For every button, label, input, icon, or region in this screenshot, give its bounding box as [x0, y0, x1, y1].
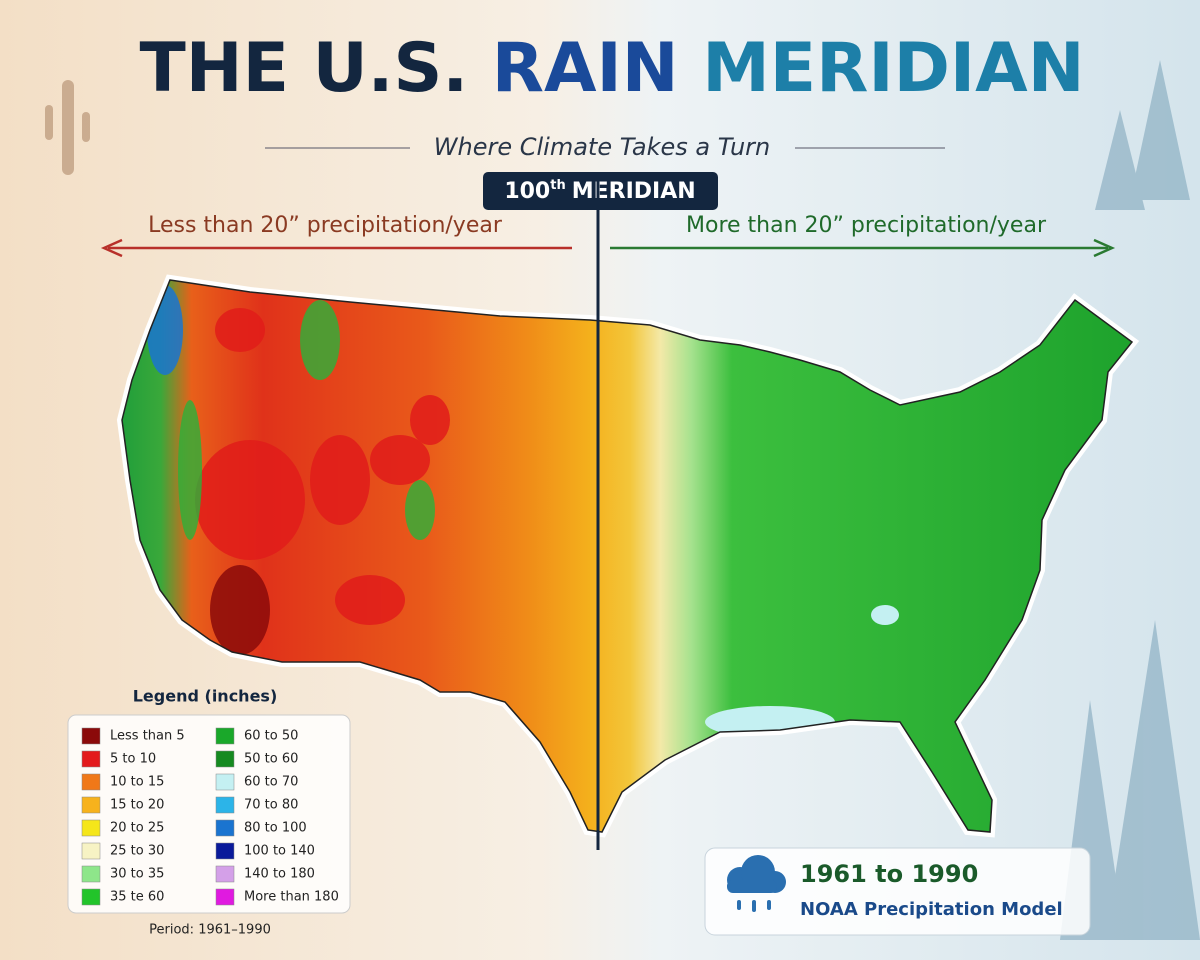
info-source: NOAA Precipitation Model — [800, 899, 1063, 920]
legend-swatch — [215, 842, 235, 860]
legend-label: 30 to 35 — [110, 867, 164, 882]
legend-label: 60 to 50 — [244, 729, 298, 744]
legend-swatch — [81, 727, 101, 745]
meridian-badge — [483, 172, 718, 210]
legend-swatch — [215, 796, 235, 814]
legend-panel — [67, 714, 351, 914]
desert-patch — [210, 565, 270, 655]
legend-label: 15 to 20 — [110, 798, 164, 813]
arrow-head — [100, 238, 123, 258]
legend-label: 35 te 60 — [110, 890, 164, 905]
legend-label: 20 to 25 — [110, 821, 164, 836]
info-years: 1961 to 1990 — [800, 860, 978, 888]
meridian-suffix: th — [550, 178, 565, 193]
legend-swatch — [81, 773, 101, 791]
title-part: MERIDIAN — [702, 29, 1084, 108]
arrow-label-left: Less than 20” precipitation/year — [148, 213, 503, 238]
title: THE U.S. RAIN MERIDIAN — [140, 29, 1085, 108]
mountain-patches — [178, 300, 435, 540]
meridian-label: 100th MERIDIAN — [504, 178, 695, 205]
legend-label: More than 180 — [244, 890, 339, 905]
legend-swatch — [215, 773, 235, 791]
appalachian-patch — [871, 605, 899, 625]
legend-label: 50 to 60 — [244, 752, 298, 767]
legend-swatch — [215, 750, 235, 768]
legend-swatch — [81, 750, 101, 768]
info-box — [704, 847, 1091, 936]
cactus — [45, 80, 90, 175]
legend-label: 5 to 10 — [110, 752, 156, 767]
meridian-word: MERIDIAN — [572, 179, 696, 204]
legend-swatch — [215, 888, 235, 906]
legend-label: 140 to 180 — [244, 867, 315, 882]
legend-label: 25 to 30 — [110, 844, 164, 859]
legend-title: Legend (inches) — [133, 687, 278, 706]
legend-label: 100 to 140 — [244, 844, 315, 859]
meridian-number: 100 — [504, 179, 550, 204]
arrow-head — [1093, 238, 1116, 258]
legend-label: 80 to 100 — [244, 821, 307, 836]
legend-label: 70 to 80 — [244, 798, 298, 813]
subtitle: Where Climate Takes a Turn — [434, 133, 770, 161]
legend-label: 60 to 70 — [244, 775, 298, 790]
legend-label: Less than 5 — [110, 729, 185, 744]
legend-swatch — [81, 819, 101, 837]
legend-swatch — [81, 842, 101, 860]
legend-label: 10 to 15 — [110, 775, 164, 790]
legend-period: Period: 1961–1990 — [149, 923, 271, 938]
legend-items: Less than 5 5 to 10 10 to 15 15 to 20 20 to … — [81, 727, 339, 906]
legend-swatch — [215, 727, 235, 745]
legend-swatch — [81, 796, 101, 814]
legend-swatch — [81, 888, 101, 906]
title-part: THE U.S. — [140, 29, 469, 108]
dry-patches — [195, 308, 450, 625]
arrow-label-right: More than 20” precipitation/year — [686, 213, 1047, 238]
legend-swatch — [81, 865, 101, 883]
title-part: RAIN — [492, 29, 679, 108]
legend-swatch — [215, 865, 235, 883]
rain-icon — [727, 855, 786, 912]
legend-swatch — [215, 819, 235, 837]
